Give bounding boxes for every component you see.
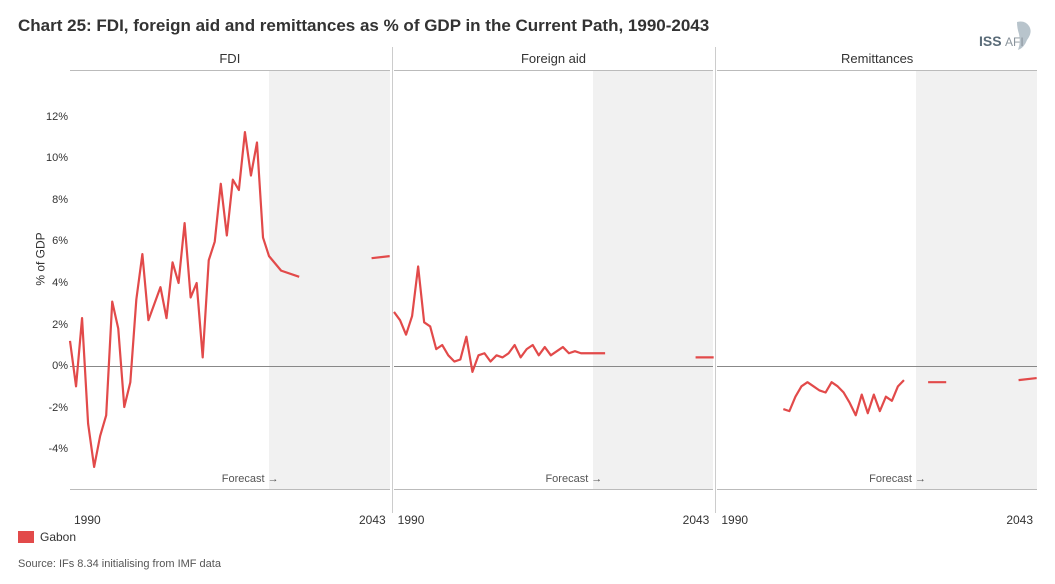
logo-text: ISS — [979, 33, 1002, 49]
forecast-label: Forecast → — [222, 473, 279, 485]
forecast-label: Forecast → — [869, 473, 926, 485]
x-axis-labels: 1990 2043 — [394, 513, 714, 527]
x-tick-start: 1990 — [721, 513, 748, 527]
legend: Gabon — [18, 530, 76, 544]
y-tick: 0% — [52, 360, 68, 372]
y-tick: 10% — [46, 152, 68, 164]
plot-area: Forecast → — [717, 97, 1037, 469]
plot-area: Forecast → — [70, 97, 390, 469]
chart-area: % of GDP -4%-2%0%2%4%6%8%10%12% FDIForec… — [0, 70, 1055, 490]
y-axis-ticks: -4% -2% 0% 2% 4% 6% 8% 10% 12% — [34, 96, 68, 470]
legend-swatch — [18, 531, 34, 543]
x-tick-start: 1990 — [398, 513, 425, 527]
panel-title: FDI — [70, 51, 390, 66]
forecast-label: Forecast → — [545, 473, 602, 485]
panel-title: Remittances — [717, 51, 1037, 66]
chart-title: Chart 25: FDI, foreign aid and remittanc… — [18, 16, 709, 36]
y-tick: -4% — [48, 443, 68, 455]
y-tick: 12% — [46, 111, 68, 123]
legend-label: Gabon — [40, 530, 76, 544]
series-line — [70, 97, 390, 469]
series-line — [717, 97, 1037, 469]
x-axis-labels: 1990 2043 — [70, 513, 390, 527]
x-tick-end: 2043 — [1006, 513, 1033, 527]
svg-text:AFI: AFI — [1005, 35, 1024, 49]
x-tick-start: 1990 — [74, 513, 101, 527]
source-text: Source: IFs 8.34 initialising from IMF d… — [18, 558, 221, 570]
y-tick: 6% — [52, 235, 68, 247]
y-tick: 4% — [52, 277, 68, 289]
x-tick-end: 2043 — [683, 513, 710, 527]
panel-separator — [715, 47, 716, 513]
plot-area: Forecast → — [394, 97, 714, 469]
x-tick-end: 2043 — [359, 513, 386, 527]
chart-panels: FDIForecast →19902043Foreign aidForecast… — [70, 70, 1037, 490]
y-tick: 2% — [52, 319, 68, 331]
panel-fdi: FDIForecast →19902043 — [70, 70, 390, 490]
series-line — [394, 97, 714, 469]
y-tick: -2% — [48, 402, 68, 414]
y-tick: 8% — [52, 194, 68, 206]
panel-separator — [392, 47, 393, 513]
panel-title: Foreign aid — [394, 51, 714, 66]
panel-foreign-aid: Foreign aidForecast →19902043 — [394, 70, 714, 490]
panel-remittances: RemittancesForecast →19902043 — [717, 70, 1037, 490]
x-axis-labels: 1990 2043 — [717, 513, 1037, 527]
